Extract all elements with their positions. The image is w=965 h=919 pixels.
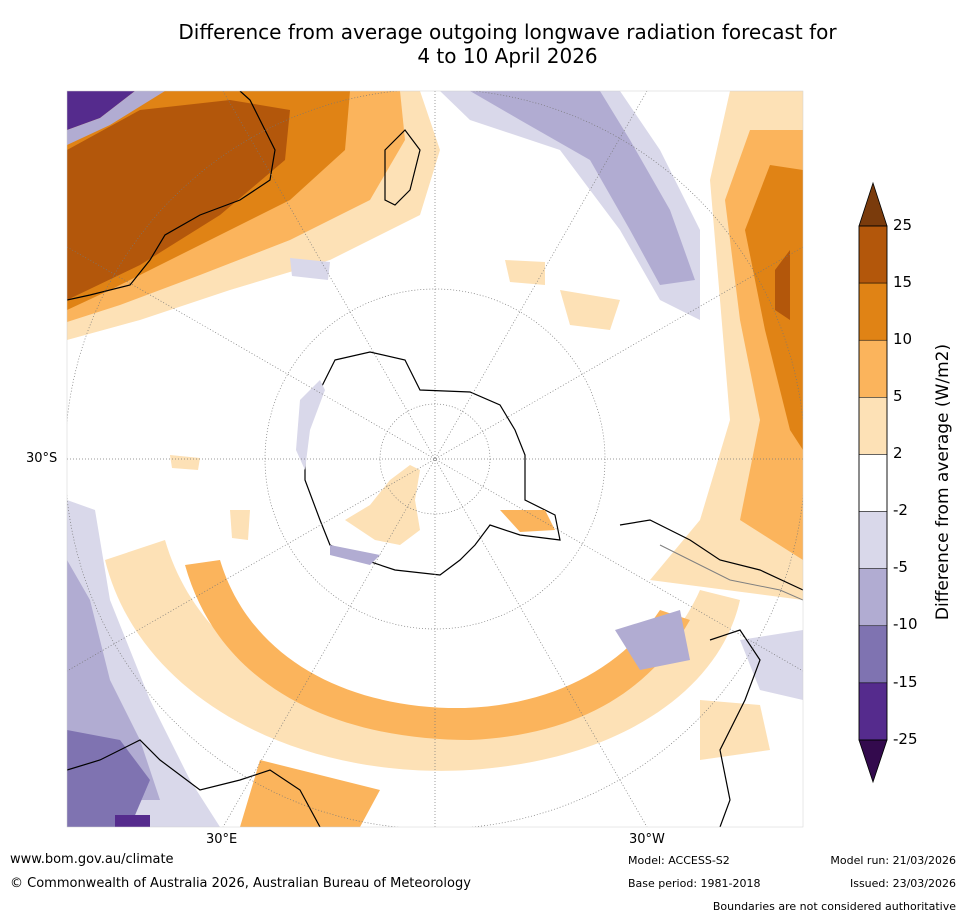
graticule <box>67 91 803 827</box>
colorbar-segment-5-to-10 <box>858 339 888 398</box>
coastline-south-america-2 <box>709 629 761 827</box>
colorbar-segment-15-to-25 <box>858 225 888 284</box>
colorbar-tick-0: 25 <box>893 216 913 234</box>
colorbar-tick-6: -5 <box>893 558 908 576</box>
colorbar-segment-m5-to-m10 <box>858 568 888 627</box>
longitude-label-30w: 30°W <box>629 832 665 847</box>
anomaly-patch-2 <box>560 290 620 330</box>
anomaly-region-right-strong <box>745 165 803 450</box>
colorbar <box>858 181 888 784</box>
coastline-africa <box>67 91 276 301</box>
colorbar-frame <box>858 225 888 741</box>
colorbar-title: Difference from average (W/m2) <box>933 343 953 621</box>
anomaly-region-ring-tail <box>240 760 380 827</box>
antarctica-east-anomaly <box>500 510 555 532</box>
anomaly-region-top-cool-mid <box>470 91 695 285</box>
colorbar-tick-2: 10 <box>893 330 913 348</box>
anomaly-region-left-cool-max <box>115 815 150 827</box>
colorbar-segments <box>858 225 888 741</box>
footer-copyright: © Commonwealth of Australia 2026, Austra… <box>10 876 471 891</box>
footer-model-run: Model run: 21/03/2026 <box>830 854 956 867</box>
colorbar-segment-10-to-15 <box>858 282 888 341</box>
footer-model: Model: ACCESS-S2 <box>628 854 730 867</box>
colorbar-tick-9: -25 <box>893 730 918 748</box>
anomaly-region-africa-corner <box>67 91 135 130</box>
anomaly-patch-6 <box>290 258 330 280</box>
footer-base-period: Base period: 1981-2018 <box>628 877 761 890</box>
map-frame <box>66 90 804 828</box>
colorbar-segment-m10-to-m15 <box>858 625 888 684</box>
antarctica-edge-cool-2 <box>330 545 380 565</box>
footer-issued: Issued: 23/03/2026 <box>849 877 956 890</box>
coastline-madagascar <box>384 129 421 206</box>
graticule-meridian-60 <box>67 246 803 672</box>
map-area <box>67 91 803 827</box>
anomaly-region-ring-mid <box>185 560 690 740</box>
antarctica-edge-cool <box>296 380 325 470</box>
colorbar-tick-1: 15 <box>893 273 913 291</box>
colorbar-segment-m2-to-m5 <box>858 511 888 569</box>
longitude-label-30e: 30°E <box>206 832 238 847</box>
graticule-meridian-m60 <box>67 246 803 672</box>
colorbar-extend-bottom <box>858 739 888 784</box>
colorbar-segment-2-to-5 <box>858 397 888 455</box>
footer-website: www.bom.gov.au/climate <box>10 852 174 867</box>
anomaly-patch-4 <box>170 455 200 470</box>
colorbar-segment-m15-to-m25 <box>858 682 888 741</box>
anomaly-patch-1 <box>505 260 545 285</box>
map-title: Difference from average outgoing longwav… <box>80 20 935 68</box>
colorbar-tick-8: -15 <box>893 673 918 691</box>
antarctica-warm-anomaly <box>345 465 420 545</box>
colorbar-tick-4: 2 <box>893 444 903 462</box>
map-title-line-1: Difference from average outgoing longwav… <box>178 20 837 44</box>
anomaly-region-africa-max <box>67 100 290 300</box>
colorbar-tick-5: -2 <box>893 501 908 519</box>
anomaly-region-top-cool-light <box>440 91 700 320</box>
colorbar-tick-3: 5 <box>893 387 903 405</box>
footer-disclaimer: Boundaries are not considered authoritat… <box>712 900 956 913</box>
colorbar-extend-top <box>858 181 888 227</box>
anomaly-region-africa-corner-ring <box>67 91 165 145</box>
anomaly-patch-5 <box>700 700 770 760</box>
graticule-meridian-m30 <box>222 91 648 827</box>
anomaly-region-right-cool-2 <box>615 610 690 670</box>
anomaly-region-right-max <box>775 250 790 320</box>
coastline-australia <box>67 739 321 827</box>
anomaly-patch-3 <box>230 510 250 540</box>
colorbar-segment-neutral <box>858 454 888 512</box>
map-title-line-2: 4 to 10 April 2026 <box>417 44 598 68</box>
anomaly-region-right-cool <box>740 630 803 700</box>
latitude-label-30s: 30°S <box>26 451 58 466</box>
coastline-south-america <box>619 519 803 591</box>
anomaly-region-left-cool-strong <box>67 730 150 827</box>
colorbar-tick-7: -10 <box>893 615 918 633</box>
graticule-meridian-30 <box>222 91 648 827</box>
boundary-lines <box>659 544 803 601</box>
